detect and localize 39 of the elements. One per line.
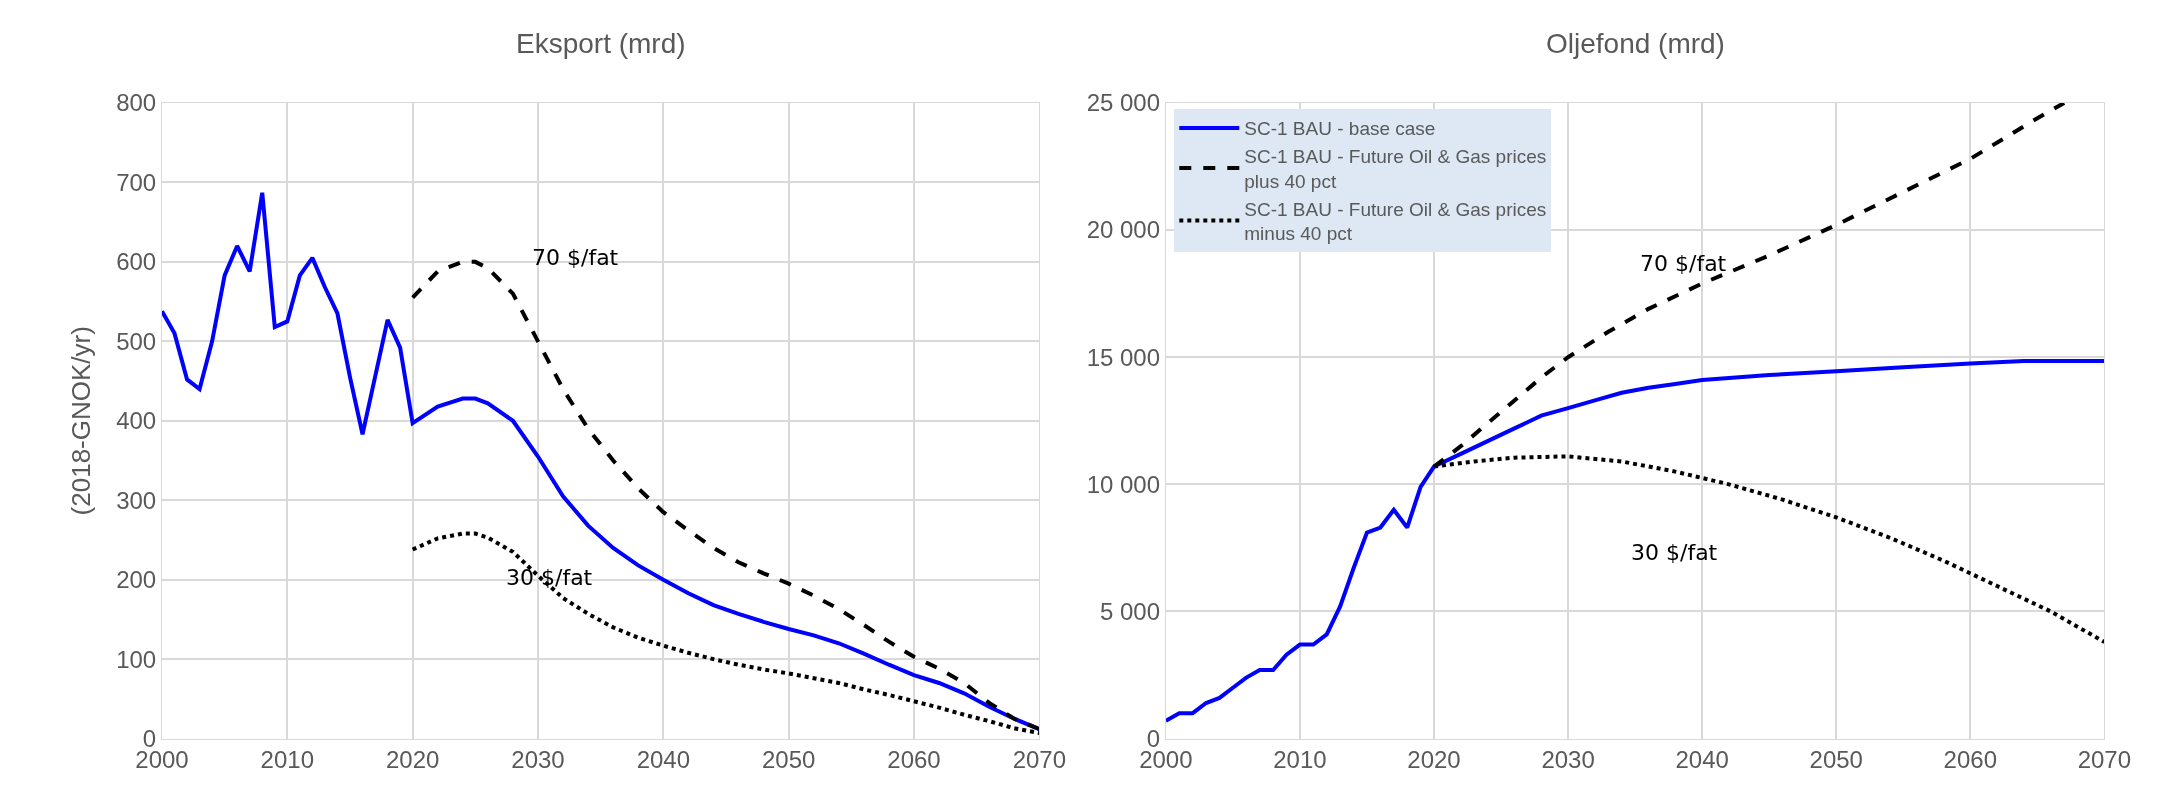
chart-title: Oljefond (mrd) (1546, 28, 1725, 59)
annotation: 70 $/fat (1640, 251, 1727, 276)
y-tick-label: 5 000 (1100, 597, 1161, 625)
x-tick-label: 2040 (1675, 746, 1729, 774)
x-tick-label: 2050 (1809, 746, 1863, 774)
x-tick-label: 2000 (1139, 746, 1193, 774)
x-tick-label: 2070 (1012, 746, 1067, 774)
x-tick-label: 2050 (761, 746, 816, 774)
legend-label: SC-1 BAU - Future Oil & Gas prices minus 40 pct (1244, 198, 1547, 245)
y-tick-label: 400 (116, 407, 157, 435)
y-tick-label: 800 (116, 89, 157, 117)
x-tick-label: 2010 (260, 746, 314, 774)
y-tick-label: 20 000 (1086, 216, 1161, 244)
annotation: 30 $/fat (1631, 540, 1718, 565)
x-tick-label: 2060 (887, 746, 941, 774)
y-tick-label: 200 (116, 566, 157, 594)
x-tick-label: 2010 (1273, 746, 1327, 774)
y-tick-label: 15 000 (1086, 343, 1161, 371)
y-tick-label: 10 000 (1086, 470, 1161, 498)
x-tick-label: 2020 (385, 746, 440, 774)
y-tick-label: 100 (116, 645, 157, 673)
y-tick-label: 25 000 (1086, 89, 1161, 117)
chart-title: Eksport (mrd) (516, 28, 686, 59)
x-tick-label: 2030 (511, 746, 565, 774)
annotation: 30 $/fat (506, 565, 593, 590)
y-tick-label: 500 (116, 327, 157, 355)
x-tick-label: 2030 (1541, 746, 1595, 774)
x-tick-label: 2060 (1943, 746, 1997, 774)
x-tick-label: 2070 (2077, 746, 2132, 774)
x-tick-label: 2020 (1407, 746, 1461, 774)
x-tick-label: 2000 (135, 746, 189, 774)
annotation: 70 $/fat (532, 245, 619, 270)
legend-label: SC-1 BAU - Future Oil & Gas prices plus 40 pct (1244, 146, 1547, 192)
y-tick-label: 700 (116, 168, 157, 196)
y-tick-label: 600 (116, 248, 157, 276)
legend-label: SC-1 BAU - base case (1244, 118, 1436, 140)
y-tick-label: 300 (116, 486, 157, 514)
x-tick-label: 2040 (636, 746, 691, 774)
y-axis-title: (2018-GNOK/yr) (65, 326, 96, 516)
